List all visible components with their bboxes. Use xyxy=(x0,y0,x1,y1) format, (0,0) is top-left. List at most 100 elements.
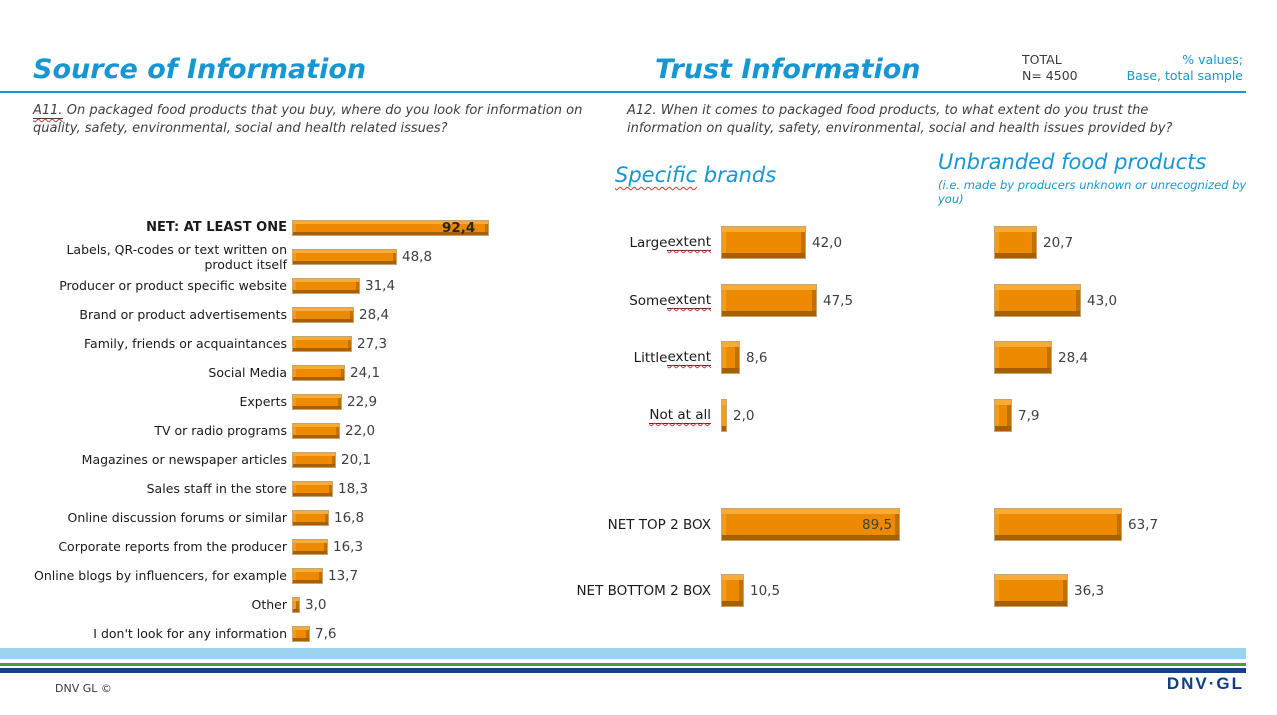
bar-area: 8,6 xyxy=(721,341,982,374)
category-label: Corporate reports from the producer xyxy=(58,539,287,554)
bar-area: 28,4 xyxy=(292,300,623,329)
specific-brands-bar xyxy=(721,284,817,317)
category-label: TV or radio programs xyxy=(154,423,287,438)
source-bar xyxy=(292,306,354,323)
source-chart-row: Producer or product specific website 31,4 xyxy=(0,271,640,300)
bar-value: 16,8 xyxy=(334,509,365,526)
values-note: % values; Base, total sample xyxy=(1127,52,1243,84)
bar-area: 31,4 xyxy=(292,271,623,300)
source-bar xyxy=(292,335,352,352)
bar-value: 89,5 xyxy=(862,516,893,533)
bar-value: 18,3 xyxy=(338,480,369,497)
unbranded-bar xyxy=(994,284,1081,317)
bar-area: 2,0 xyxy=(721,399,982,432)
bar-area: 7,9 xyxy=(994,399,1255,432)
category-label-underlined: extent xyxy=(667,349,711,366)
note-line1: % values; xyxy=(1182,52,1243,67)
bar-area: 10,5 xyxy=(721,574,982,607)
source-chart-row: Experts 22,9 xyxy=(0,387,640,416)
bar-value: 28,4 xyxy=(1058,349,1089,366)
unbranded-bar xyxy=(994,226,1037,259)
bar-value: 92,4 xyxy=(442,219,476,236)
source-chart-row: Social Media 24,1 xyxy=(0,358,640,387)
category-label: Sales staff in the store xyxy=(146,481,287,496)
bar-area: 22,9 xyxy=(292,387,623,416)
source-bar xyxy=(292,625,310,642)
specific-brands-bar xyxy=(721,399,727,432)
category-label: Brand or product advertisements xyxy=(79,307,287,322)
category-label: Magazines or newspaper articles xyxy=(81,452,287,467)
category-label: Labels, QR-codes or text written on prod… xyxy=(66,241,287,272)
category-label: Other xyxy=(251,597,288,612)
bar-value: 22,0 xyxy=(345,422,376,439)
category-label: Producer or product specific website xyxy=(59,278,287,293)
unbranded-bar xyxy=(994,574,1068,607)
bar-value: 27,3 xyxy=(357,335,388,352)
specific-brands-bar xyxy=(721,341,740,374)
category-label: Online blogs by influencers, for example xyxy=(33,568,287,583)
bar-value: 24,1 xyxy=(350,364,381,381)
category-label: NET: AT LEAST ONE xyxy=(146,220,287,235)
source-bar xyxy=(292,480,333,497)
question-a11: A11. On packaged food products that you … xyxy=(33,102,589,137)
bar-area: 22,0 xyxy=(292,416,623,445)
bar-area: 63,7 xyxy=(994,508,1255,541)
footer-stripe-lightblue xyxy=(0,648,1246,659)
question-a11-code: A11. xyxy=(33,103,63,119)
specific-brands-bar xyxy=(721,574,744,607)
source-chart-row: NET: AT LEAST ONE 92,4 xyxy=(0,213,640,242)
bar-area: 20,7 xyxy=(994,226,1255,259)
bar-area: 92,4 xyxy=(292,213,623,242)
bar-area: 42,0 xyxy=(721,226,982,259)
bar-area: 24,1 xyxy=(292,358,623,387)
unbranded-bar xyxy=(994,508,1122,541)
bar-value: 43,0 xyxy=(1087,292,1118,309)
bar-area: 3,0 xyxy=(292,590,623,619)
bar-area: 16,8 xyxy=(292,503,623,532)
specific-brands-bar xyxy=(721,226,806,259)
category-label: I don't look for any information xyxy=(93,626,287,641)
header-divider xyxy=(0,91,1246,93)
bar-area: 43,0 xyxy=(994,284,1255,317)
source-chart-row: Other 3,0 xyxy=(0,590,640,619)
bar-value: 20,1 xyxy=(341,451,372,468)
bar-value: 2,0 xyxy=(733,407,755,424)
specific-brands-heading-word: Specific xyxy=(615,163,698,187)
source-bar xyxy=(292,596,300,613)
total-n: N= 4500 xyxy=(1022,68,1078,83)
bar-value: 8,6 xyxy=(746,349,768,366)
category-label-underlined: Not at all xyxy=(649,407,711,424)
note-line2: Base, total sample xyxy=(1126,68,1243,83)
bar-value: 7,6 xyxy=(315,625,337,642)
bar-value: 16,3 xyxy=(333,538,364,555)
source-bar xyxy=(292,422,340,439)
bar-area: 7,6 xyxy=(292,619,623,648)
right-chart-title: Trust Information xyxy=(655,54,921,85)
bar-value: 22,9 xyxy=(347,393,378,410)
bar-area: 89,5 xyxy=(721,508,982,541)
specific-brands-bar xyxy=(721,508,900,541)
bar-value: 7,9 xyxy=(1018,407,1040,424)
category-label: Experts xyxy=(239,394,287,409)
bar-value: 13,7 xyxy=(328,567,359,584)
footer-stripe-darkblue xyxy=(0,668,1246,673)
copyright-text: DNV GL © xyxy=(55,682,112,695)
left-chart-title: Source of Information xyxy=(33,54,367,85)
source-of-information-chart: NET: AT LEAST ONE 92,4 Labels, QR-codes or… xyxy=(0,213,640,649)
bar-area: 20,1 xyxy=(292,445,623,474)
total-label: TOTAL xyxy=(1022,52,1062,67)
bar-value: 47,5 xyxy=(823,292,854,309)
source-chart-row: Brand or product advertisements 28,4 xyxy=(0,300,640,329)
bar-area: 27,3 xyxy=(292,329,623,358)
bar-value: 31,4 xyxy=(365,277,396,294)
bar-value: 20,7 xyxy=(1043,234,1074,251)
source-chart-row: I don't look for any information 7,6 xyxy=(0,619,640,648)
source-bar xyxy=(292,509,329,526)
source-bar xyxy=(292,538,328,555)
bar-value: 10,5 xyxy=(750,582,781,599)
source-bar xyxy=(292,567,323,584)
specific-brands-heading: Specific brands xyxy=(615,163,776,187)
source-chart-row: Family, friends or acquaintances 27,3 xyxy=(0,329,640,358)
bar-value: 63,7 xyxy=(1128,516,1159,533)
